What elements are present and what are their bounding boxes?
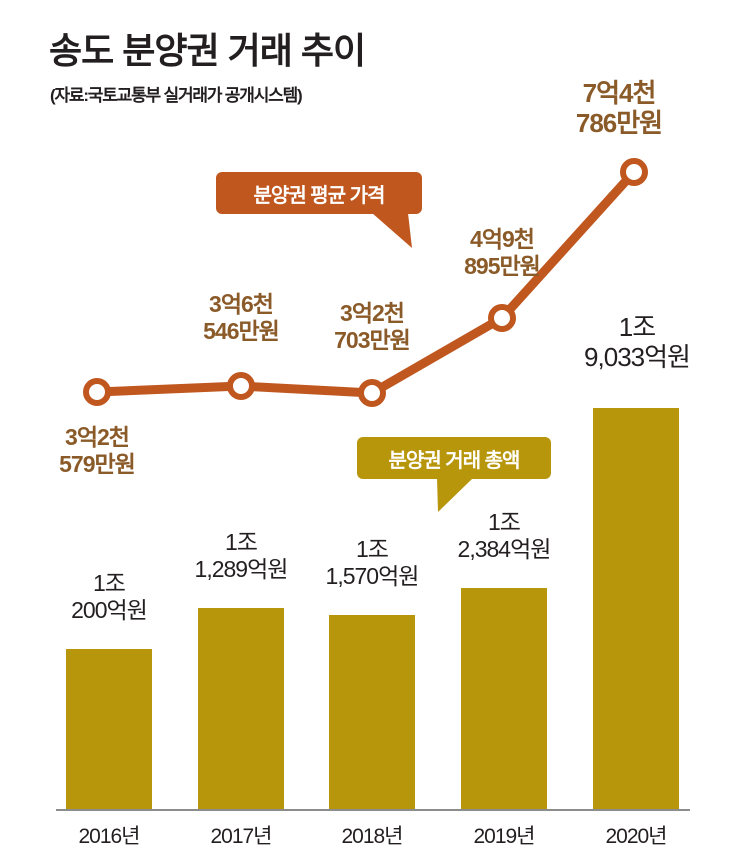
line-label-2018-line2: 703만원 xyxy=(334,326,411,353)
bar-label-2019-line2: 2,384억원 xyxy=(457,535,552,562)
line-label-2016: 3억2천 579만원 xyxy=(22,424,172,478)
line-series-callout: 분양권 평균 가격 xyxy=(216,172,422,214)
bar-label-2016-line1: 1조 xyxy=(93,570,126,596)
line-callout-tail xyxy=(372,213,412,248)
bar-label-2019: 1조 2,384억원 xyxy=(429,509,579,563)
line-label-2020: 7억4천 786만원 xyxy=(534,78,704,139)
line-label-2017-line1: 3억6천 xyxy=(209,291,274,317)
line-markers xyxy=(83,158,648,407)
line-label-2017: 3억6천 546만원 xyxy=(166,291,316,345)
bar-label-2020: 1조 9,033억원 xyxy=(552,312,722,373)
line-label-2020-line2: 786만원 xyxy=(575,108,663,139)
marker-2018 xyxy=(358,379,386,407)
bar-label-2018: 1조 1,570억원 xyxy=(297,536,447,590)
bar-label-2019-line1: 1조 xyxy=(488,509,521,535)
bar-label-2018-line2: 1,570억원 xyxy=(325,562,420,589)
bar-label-2016-line2: 200억원 xyxy=(71,596,148,623)
bar-2020 xyxy=(593,408,679,809)
line-label-2020-line1: 7억4천 xyxy=(582,78,657,108)
x-axis-label-2018: 2018년 xyxy=(341,825,403,848)
x-axis-label-2020: 2020년 xyxy=(605,825,667,848)
bar-label-2017: 1조 1,289억원 xyxy=(166,529,316,583)
line-label-2017-line2: 546만원 xyxy=(203,317,280,344)
bar-series-callout: 분양권 거래 총액 xyxy=(357,437,551,479)
marker-2019 xyxy=(488,304,516,332)
bar-label-2017-line1: 1조 xyxy=(225,529,258,555)
marker-2020 xyxy=(620,158,648,186)
x-axis-label-2019: 2019년 xyxy=(473,825,535,848)
bar-label-2020-line2: 9,033억원 xyxy=(584,342,691,373)
line-label-2019-line2: 895만원 xyxy=(464,252,541,279)
bar-callout-tail xyxy=(437,478,473,512)
page-title: 송도 분양권 거래 추이 xyxy=(49,30,366,71)
bar-label-2017-line2: 1,289억원 xyxy=(194,555,289,582)
bar-label-2020-line1: 1조 xyxy=(618,312,656,342)
line-label-2019-line1: 4억9천 xyxy=(470,226,535,252)
source-note: (자료:국토교통부 실거래가 공개시스템) xyxy=(50,86,303,105)
marker-2016 xyxy=(83,378,111,406)
line-label-2016-line2: 579만원 xyxy=(59,450,136,477)
bar-series xyxy=(66,408,679,809)
bar-2016 xyxy=(66,649,152,809)
bar-2017 xyxy=(198,608,284,809)
line-label-2018: 3억2천 703만원 xyxy=(297,300,447,354)
bar-2018 xyxy=(329,615,415,809)
x-axis-label-2016: 2016년 xyxy=(78,825,140,848)
line-label-2019: 4억9천 895만원 xyxy=(427,226,577,280)
line-label-2018-line1: 3억2천 xyxy=(340,300,405,326)
line-label-2016-line1: 3억2천 xyxy=(65,424,130,450)
x-axis-label-2017: 2017년 xyxy=(210,825,272,848)
bar-2019 xyxy=(461,588,547,809)
bar-label-2016: 1조 200억원 xyxy=(34,570,184,624)
bar-label-2018-line1: 1조 xyxy=(356,536,389,562)
marker-2017 xyxy=(227,372,255,400)
